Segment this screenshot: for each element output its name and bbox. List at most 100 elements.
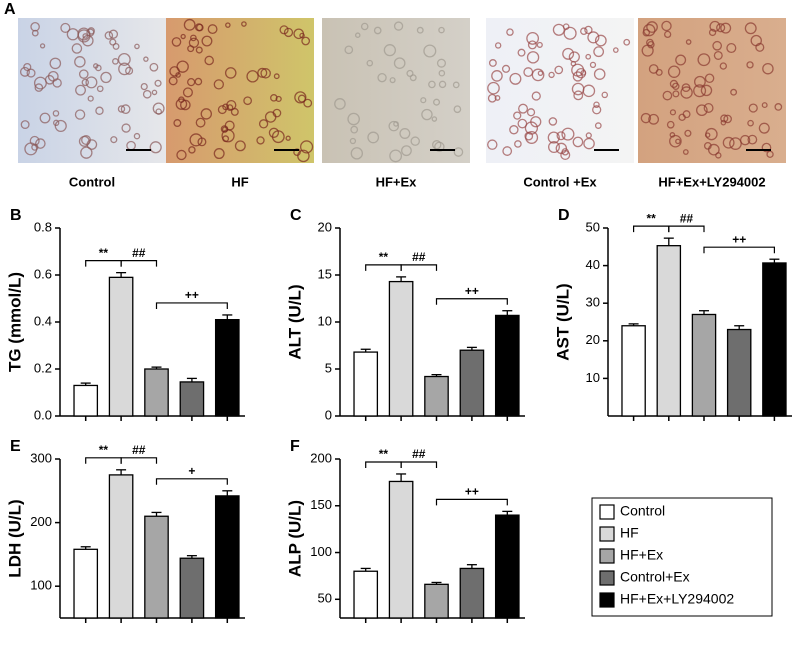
cell — [349, 137, 357, 145]
panel-label: A — [4, 1, 16, 18]
legend-swatch — [599, 504, 615, 520]
panel-label: D — [558, 207, 570, 224]
cell — [640, 112, 652, 124]
cell — [669, 79, 679, 89]
cell — [494, 42, 502, 49]
cell — [74, 56, 86, 68]
cell — [47, 70, 59, 82]
cell — [555, 142, 568, 155]
cell — [561, 127, 575, 141]
cell — [273, 73, 280, 80]
cell — [230, 107, 239, 116]
cell — [389, 77, 396, 84]
bar — [73, 384, 99, 417]
bar — [214, 318, 240, 417]
cell — [682, 149, 689, 155]
cell — [707, 143, 720, 156]
cell — [75, 84, 86, 96]
cell — [612, 47, 619, 53]
y-tick-label: 40 — [586, 257, 600, 272]
cell — [695, 104, 708, 117]
cell — [709, 20, 721, 32]
cell — [708, 28, 717, 37]
cell — [453, 105, 462, 114]
cell — [580, 27, 588, 36]
cell — [350, 125, 359, 134]
bar — [108, 474, 134, 619]
bar — [762, 262, 787, 417]
bar — [494, 514, 520, 619]
cell — [642, 28, 651, 37]
cell — [297, 94, 306, 103]
cell — [85, 76, 98, 89]
image-caption: Control — [69, 174, 115, 189]
cell — [175, 98, 188, 110]
cell — [182, 87, 193, 98]
cell — [501, 64, 511, 73]
cell — [432, 140, 442, 150]
cell — [554, 65, 564, 75]
y-tick-label: 15 — [318, 266, 332, 281]
cell — [243, 96, 253, 106]
significance-label: ## — [132, 246, 146, 260]
cell — [526, 51, 540, 64]
cell — [39, 112, 51, 124]
cell — [224, 67, 237, 79]
cell — [536, 41, 543, 48]
cell — [697, 53, 711, 67]
y-tick-label: 100 — [310, 544, 332, 559]
significance-label: ** — [99, 443, 109, 457]
cell — [221, 129, 235, 143]
y-tick-label: 0.6 — [34, 266, 52, 281]
cell — [517, 48, 526, 57]
significance-label: ## — [132, 443, 146, 457]
cell — [662, 90, 673, 101]
cell — [491, 70, 503, 82]
cell — [207, 24, 218, 35]
micrograph — [322, 18, 470, 163]
cell — [729, 137, 742, 150]
bar — [353, 570, 379, 619]
cell — [563, 26, 577, 40]
cell — [648, 113, 660, 125]
image-caption: HF+Ex+LY294002 — [658, 174, 765, 189]
significance-bracket — [120, 260, 158, 267]
cell — [187, 77, 196, 87]
cell — [580, 69, 587, 76]
cell — [761, 102, 768, 109]
cell — [195, 46, 203, 54]
cell — [176, 60, 189, 73]
cell — [680, 86, 693, 99]
significance-label: ## — [412, 250, 426, 264]
cell — [758, 122, 770, 134]
bar — [691, 313, 717, 417]
significance-bracket — [85, 457, 122, 464]
cell — [672, 90, 680, 98]
cell — [134, 43, 140, 50]
legend-box — [591, 497, 773, 617]
cell — [488, 59, 497, 67]
cell — [669, 109, 677, 116]
cell — [95, 106, 104, 115]
cell — [60, 22, 71, 33]
y-tick-label: 10 — [318, 313, 332, 328]
y-tick-label: 20 — [586, 332, 600, 347]
cell — [393, 57, 406, 70]
cell — [241, 21, 247, 27]
cell — [509, 125, 519, 135]
cell — [513, 111, 522, 120]
significance-label: ++ — [732, 232, 746, 246]
cell — [112, 42, 120, 50]
y-tick-label: 0.0 — [34, 407, 52, 422]
cell — [120, 104, 131, 115]
y-tick-label: 20 — [318, 219, 332, 234]
cell — [762, 62, 774, 75]
cell — [428, 80, 436, 89]
cell — [726, 42, 737, 54]
bar — [459, 567, 485, 619]
cell — [548, 71, 555, 79]
legend-swatch — [599, 570, 615, 586]
cell — [393, 21, 404, 31]
cell — [175, 72, 181, 78]
cell — [747, 134, 758, 145]
